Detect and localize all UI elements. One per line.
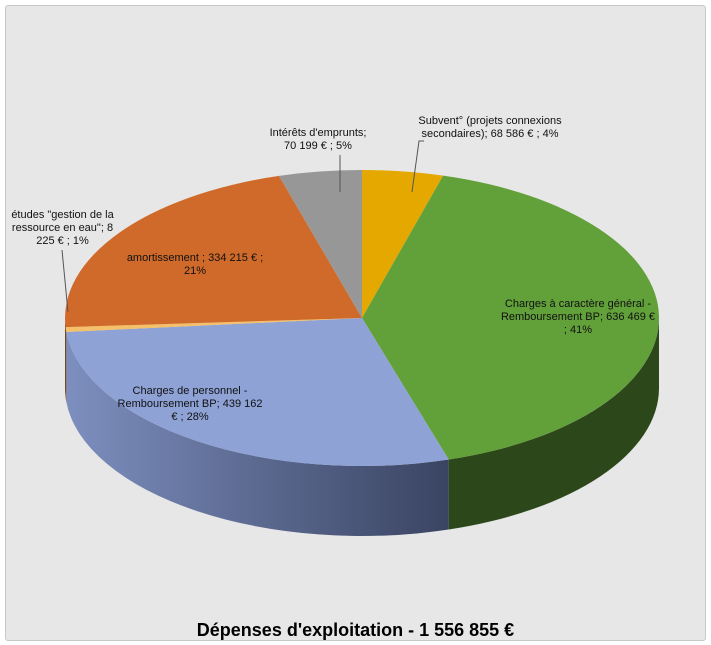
- data-label: Charges à caractère général - Remboursem…: [498, 298, 658, 337]
- label-category: Subvent° (projets connexions secondaires…: [418, 115, 562, 140]
- label-category: Charges de personnel - Remboursement BP;: [117, 385, 248, 410]
- pie-slice: [65, 175, 362, 328]
- data-label: amortissement ; 334 215 € ; 21%: [120, 252, 270, 278]
- label-category: Charges à caractère général - Remboursem…: [500, 298, 652, 323]
- pie-slice: [65, 318, 362, 332]
- label-value: 70 199 € ; 5%: [284, 140, 352, 152]
- data-label: Intérêts d'emprunts; 70 199 € ; 5%: [262, 127, 374, 153]
- data-label: Charges de personnel - Remboursement BP;…: [115, 385, 265, 424]
- data-label: études "gestion de la ressource en eau";…: [5, 209, 120, 248]
- label-value: 439 162 € ; 28%: [171, 398, 263, 423]
- chart-title: Dépenses d'exploitation - 1 556 855 €: [196, 620, 515, 640]
- data-label: Subvent° (projets connexions secondaires…: [415, 115, 565, 141]
- label-value: 636 469 € ; 41%: [563, 311, 656, 336]
- pie-side: [65, 327, 67, 402]
- pie-slice: [362, 170, 444, 318]
- pie-slice: [278, 170, 362, 318]
- leader-line: [61, 249, 69, 313]
- pie-slice: [362, 175, 659, 460]
- leader-line: [411, 140, 424, 193]
- pie-side: [448, 318, 659, 530]
- label-value: 68 586 € ; 4%: [490, 128, 559, 140]
- pie-side: [65, 318, 66, 398]
- label-category: études "gestion de la ressource en eau";: [11, 209, 114, 234]
- label-category: Intérêts d'emprunts;: [269, 127, 367, 139]
- label-category: amortissement ;: [126, 252, 206, 264]
- pie-slice: [66, 318, 449, 466]
- label-value: 8 225 € ; 1%: [36, 222, 114, 247]
- pie-side: [66, 331, 449, 536]
- label-value: 334 215 € ; 21%: [183, 252, 264, 277]
